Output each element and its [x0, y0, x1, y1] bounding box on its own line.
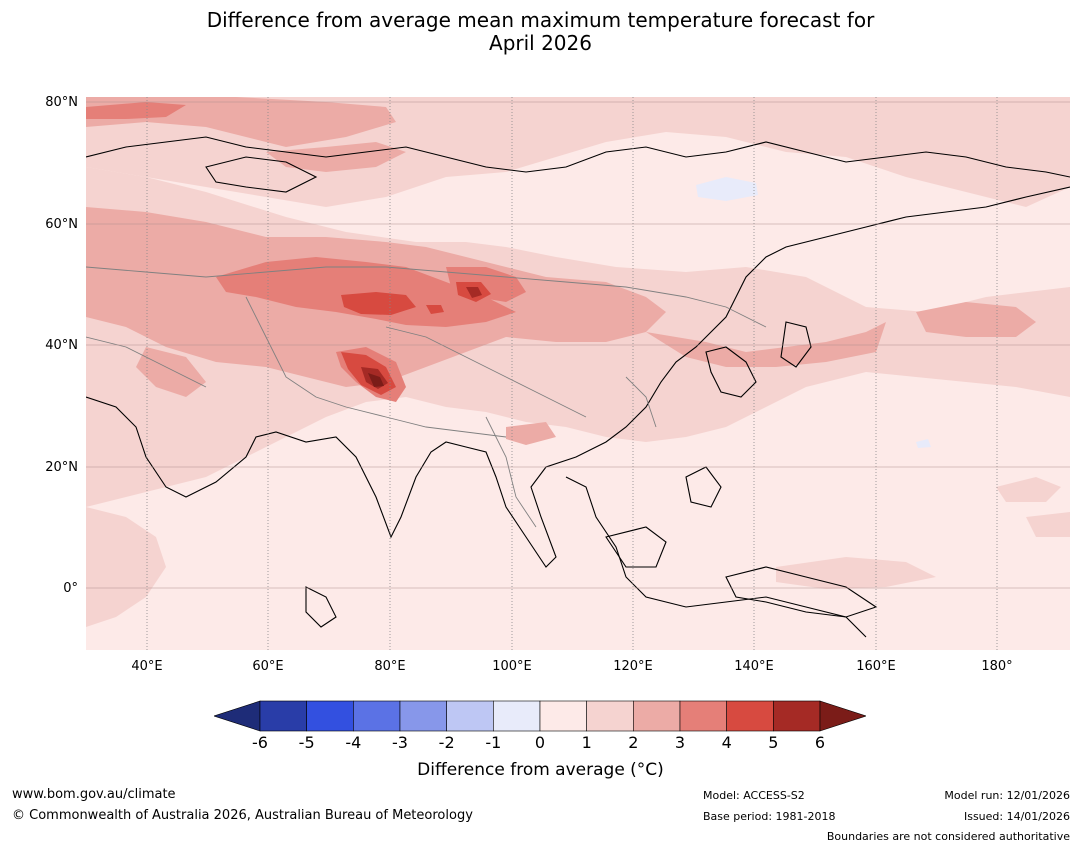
colorbar-tick-label: -1: [485, 733, 502, 752]
issued-text: Issued: 14/01/2026: [963, 810, 1070, 823]
colorbar-under-arrow: [213, 700, 261, 732]
colorbar-segment: [726, 700, 774, 732]
lat-label-40n: 40°N: [45, 338, 78, 353]
colorbar-over-arrow: [819, 700, 867, 732]
gridlines: [146, 97, 998, 650]
anomaly-below-0-regions: [696, 177, 931, 448]
colorbar-svg: [213, 700, 867, 732]
colorbar-tick-label: 6: [814, 733, 826, 752]
colorbar-segment: [586, 700, 634, 732]
lon-label-100e: 100°E: [492, 659, 532, 674]
forecast-map[interactable]: [86, 97, 1070, 650]
colorbar-tick-label: 4: [721, 733, 732, 752]
lat-label-0: 0°: [63, 581, 78, 596]
disclaimer-text: Boundaries are not considered authoritat…: [826, 830, 1070, 843]
colorbar-segment: [259, 700, 307, 732]
lon-label-80e: 80°E: [374, 659, 406, 674]
latitude-lines: [86, 101, 1070, 589]
colorbar-tick-label: 0: [534, 733, 546, 752]
model-text: Model: ACCESS-S2: [703, 789, 805, 802]
colorbar-tick-label: 3: [674, 733, 686, 752]
title-line-1: Difference from average mean maximum tem…: [206, 8, 875, 32]
lon-label-140e: 140°E: [734, 659, 774, 674]
model-run-text: Model run: 12/01/2026: [944, 789, 1070, 802]
lat-label-80n: 80°N: [45, 95, 78, 110]
colorbar-segment: [446, 700, 494, 732]
lat-label-60n: 60°N: [45, 217, 78, 232]
colorbar-tick-label: 2: [628, 733, 639, 752]
coastlines: [86, 136, 1070, 638]
country-boundaries: [86, 266, 767, 528]
colorbar-tick-label: 1: [581, 733, 592, 752]
lon-label-40e: 40°E: [131, 659, 163, 674]
colorbar-tick-label: 5: [768, 733, 779, 752]
colorbar-segment: [353, 700, 401, 732]
colorbar-segment: [539, 700, 587, 732]
anomaly-above-6-regions: [368, 373, 384, 387]
lat-label-20n: 20°N: [45, 460, 78, 475]
colorbar-tick-label: -6: [252, 733, 268, 752]
colorbar: [213, 699, 867, 737]
base-period-text: Base period: 1981-2018: [703, 810, 836, 823]
colorbar-tick-label: -2: [438, 733, 455, 752]
copyright-text: © Commonwealth of Australia 2026, Austra…: [12, 808, 473, 823]
lon-label-160e: 160°E: [856, 659, 896, 674]
title-line-2: April 2026: [489, 31, 592, 55]
colorbar-tick-label: -4: [345, 733, 362, 752]
lon-label-60e: 60°E: [252, 659, 284, 674]
colorbar-tick-label: -3: [392, 733, 408, 752]
map-svg: [86, 97, 1070, 650]
colorbar-segment: [399, 700, 447, 732]
colorbar-label: Difference from average (°C): [417, 760, 664, 780]
chart-title: Difference from average mean maximum tem…: [0, 9, 1081, 55]
lon-label-120e: 120°E: [613, 659, 653, 674]
colorbar-segment: [679, 700, 727, 732]
colorbar-segment: [773, 700, 821, 732]
colorbar-tick-label: -5: [298, 733, 315, 752]
colorbar-segment: [493, 700, 541, 732]
colorbar-segment: [633, 700, 681, 732]
website-link[interactable]: www.bom.gov.au/climate: [12, 787, 176, 802]
colorbar-segment: [306, 700, 354, 732]
lon-label-180: 180°: [981, 659, 1013, 674]
